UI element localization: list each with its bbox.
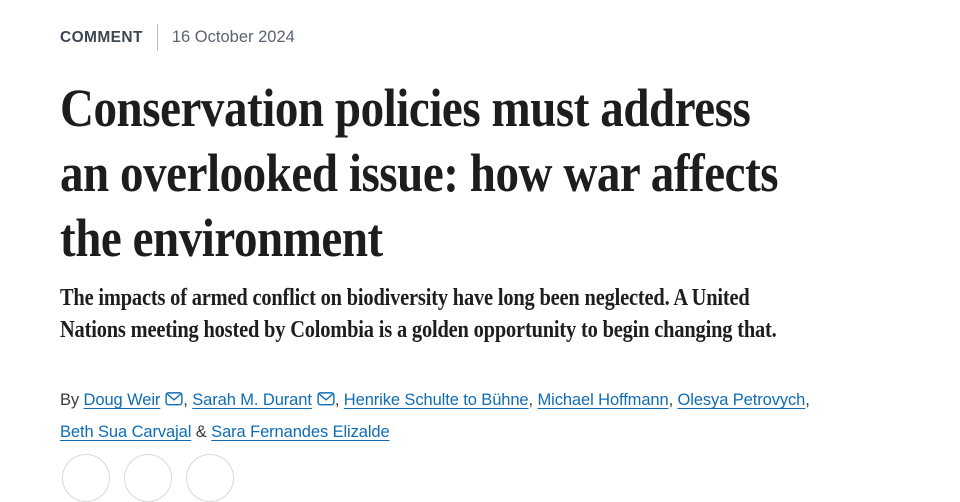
byline: By Doug Weir, Sarah M. Durant, Henrike S… <box>60 384 810 448</box>
author-ampersand: & <box>195 423 207 441</box>
headline-line-1: Conservation policies must address <box>60 78 751 138</box>
share-button-3[interactable] <box>186 454 234 502</box>
standfirst-line-1: The impacts of armed conflict on biodive… <box>60 285 750 311</box>
headline-line-2: an overlooked issue: how war affects <box>60 143 779 203</box>
section-kicker[interactable]: COMMENT <box>60 28 143 46</box>
author-link-michael-hoffmann[interactable]: Michael Hoffmann <box>537 391 669 409</box>
author-separator: , <box>183 391 188 409</box>
author-separator: , <box>668 391 674 409</box>
author-link-henrike-schulte-to-buhne[interactable]: Henrike Schulte to Bühne <box>343 391 529 409</box>
kicker-divider <box>156 24 158 51</box>
author-separator: , <box>805 391 810 409</box>
author-separator: , <box>334 391 340 409</box>
byline-prefix: By <box>60 391 80 409</box>
author-link-sarah-m-durant[interactable]: Sarah M. Durant <box>192 391 312 409</box>
author-link-beth-sua-carvajal[interactable]: Beth Sua Carvajal <box>60 423 192 441</box>
kicker-row: COMMENT 16 October 2024 <box>60 24 295 51</box>
headline-line-3: the environment <box>60 208 383 268</box>
share-button-1[interactable] <box>62 454 110 502</box>
author-link-olesya-petrovych[interactable]: Olesya Petrovych <box>677 391 806 409</box>
author-link-doug-weir[interactable]: Doug Weir <box>83 391 161 409</box>
email-icon[interactable] <box>317 392 335 406</box>
article-standfirst: The impacts of armed conflict on biodive… <box>60 282 777 346</box>
author-separator: , <box>528 391 534 409</box>
standfirst-line-2: Nations meeting hosted by Colombia is a … <box>60 317 777 343</box>
publish-date: 16 October 2024 <box>171 28 295 46</box>
share-button-2[interactable] <box>124 454 172 502</box>
author-link-sara-fernandes-elizalde[interactable]: Sara Fernandes Elizalde <box>211 423 390 441</box>
email-icon[interactable] <box>165 392 183 406</box>
article-headline: Conservation policies must address an ov… <box>60 76 779 271</box>
